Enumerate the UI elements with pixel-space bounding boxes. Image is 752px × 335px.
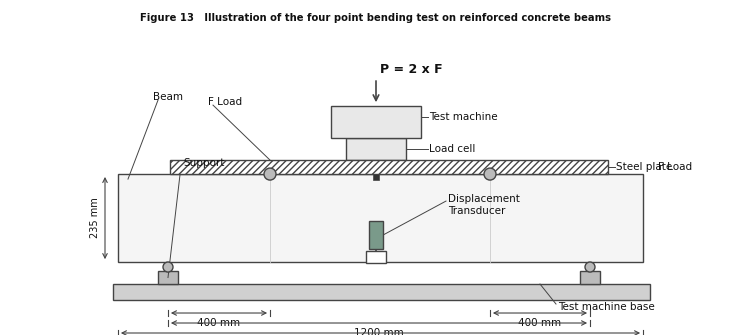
Text: F Load: F Load (658, 162, 692, 172)
Text: 400 mm: 400 mm (518, 318, 562, 328)
Text: Displacement
Transducer: Displacement Transducer (448, 194, 520, 216)
Text: Load cell: Load cell (429, 144, 475, 154)
Bar (373, 174, 379, 180)
Circle shape (264, 168, 276, 180)
Text: Test machine base: Test machine base (558, 302, 655, 312)
Text: 1200 mm: 1200 mm (354, 328, 404, 335)
Bar (369, 221, 383, 249)
Text: Steel plate: Steel plate (616, 162, 672, 172)
Text: Figure 13   Illustration of the four point bending test on reinforced concrete b: Figure 13 Illustration of the four point… (141, 13, 611, 23)
Bar (118, 174, 643, 262)
Bar (366, 251, 386, 263)
Text: F Load: F Load (208, 97, 242, 107)
Text: Support: Support (183, 158, 224, 168)
Text: Test machine: Test machine (429, 112, 498, 122)
Bar (580, 271, 600, 284)
Bar (170, 160, 608, 174)
Bar (331, 106, 421, 138)
Bar (346, 138, 406, 160)
Bar (113, 284, 650, 300)
Bar (158, 271, 178, 284)
Circle shape (585, 262, 595, 272)
Text: 400 mm: 400 mm (198, 318, 241, 328)
Circle shape (163, 262, 173, 272)
Text: P = 2 x F: P = 2 x F (380, 63, 443, 76)
Circle shape (484, 168, 496, 180)
Text: 235 mm: 235 mm (90, 198, 100, 239)
Text: Beam: Beam (153, 92, 183, 102)
